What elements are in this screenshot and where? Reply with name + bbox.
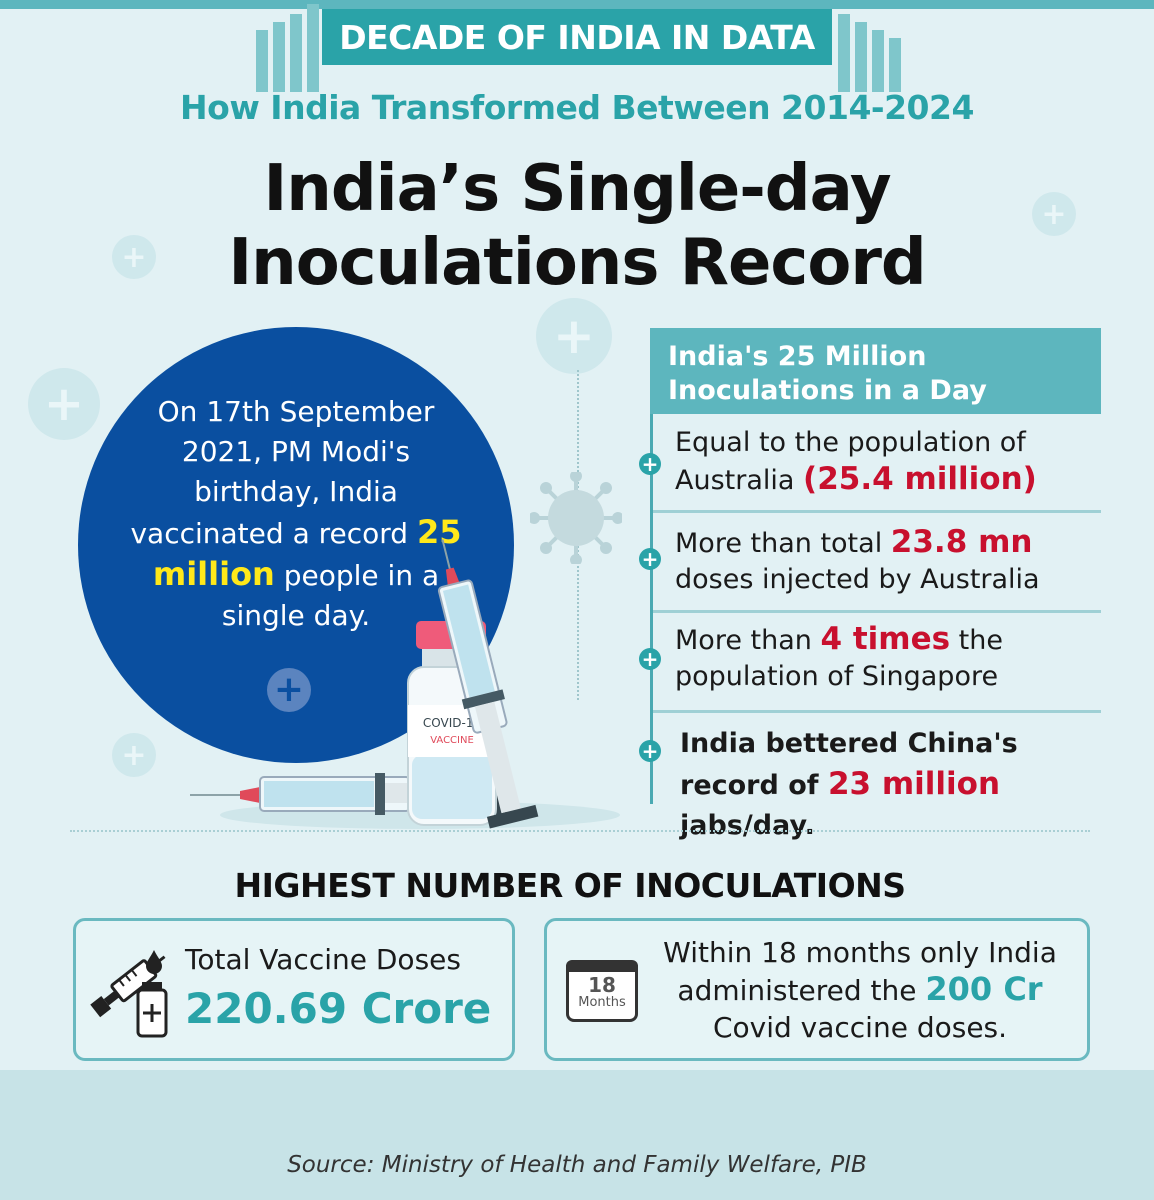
- separator: [653, 710, 1101, 713]
- fact-text: Equal to the population of Australia: [675, 427, 1026, 496]
- fact-highlight: (25.4 million): [803, 461, 1037, 497]
- subtitle: How India Transformed Between 2014-2024: [180, 88, 974, 127]
- calendar-header: [566, 960, 638, 972]
- deco-bar: [273, 22, 285, 92]
- fact-text: jabs/day.: [680, 810, 815, 841]
- fact-highlight: 23.8 mn: [890, 524, 1033, 560]
- plus-circle-icon: +: [112, 235, 156, 279]
- footer-band: [0, 1070, 1154, 1200]
- milestone-text-before: Within 18 months only India administered…: [663, 936, 1057, 1007]
- separator: [653, 510, 1101, 513]
- plus-bullet-icon: +: [639, 740, 661, 762]
- panel-timeline-line: [650, 414, 653, 804]
- plus-circle-icon: +: [267, 668, 311, 712]
- fact-text: doses injected by Australia: [675, 564, 1040, 595]
- total-doses-value: 220.69 Crore: [185, 984, 492, 1033]
- plus-circle-icon: +: [28, 368, 100, 440]
- fact-text: More than total: [675, 528, 883, 559]
- total-doses-label: Total Vaccine Doses: [185, 943, 461, 976]
- panel-heading-line-2: Inoculations in a Day: [668, 375, 987, 406]
- deco-bar: [855, 22, 867, 92]
- deco-bar: [872, 30, 884, 92]
- fact-text: More than: [675, 625, 812, 656]
- deco-bar: [256, 30, 268, 92]
- milestone-text: Within 18 months only India administered…: [650, 934, 1070, 1046]
- fact-item: More than 4 times the population of Sing…: [675, 621, 1095, 695]
- top-bar: [0, 0, 1154, 9]
- page-title: India’s Single-day Inoculations Record: [0, 152, 1154, 300]
- plus-circle-icon: +: [536, 298, 612, 374]
- vial-label-1: COVID-19: [423, 716, 481, 730]
- separator: [653, 610, 1101, 613]
- fact-highlight: 23 million: [827, 766, 1001, 802]
- milestone-highlight: 200 Cr: [925, 970, 1043, 1008]
- deco-bar: [307, 4, 319, 92]
- circle-text-before: On 17th September 2021, PM Modi's birthd…: [130, 395, 435, 550]
- vial-label-2: VACCINE: [430, 735, 474, 746]
- vaccine-illustration: COVID-19 VACCINE: [190, 539, 620, 829]
- fact-item: More than total 23.8 mn doses injected b…: [675, 524, 1095, 598]
- deco-bar: [290, 14, 302, 92]
- banner-title: DECADE OF INDIA IN DATA: [322, 9, 832, 65]
- plus-circle-icon: +: [1032, 192, 1076, 236]
- plus-bullet-icon: +: [639, 648, 661, 670]
- circle-highlight: 25 million: [152, 513, 462, 593]
- fact-highlight: 4 times: [820, 621, 951, 657]
- section-title: HIGHEST NUMBER OF INOCULATIONS: [234, 866, 906, 905]
- fact-item: Equal to the population of Australia (25…: [675, 425, 1095, 499]
- virus-icon: [530, 472, 622, 564]
- panel-heading: India's 25 Million Inoculations in a Day: [650, 328, 1101, 414]
- plus-bullet-icon: +: [639, 548, 661, 570]
- calendar-number: 18: [588, 973, 616, 997]
- plus-bullet-icon: +: [639, 453, 661, 475]
- fact-item: India bettered China's record of 23 mill…: [680, 724, 1120, 846]
- plus-circle-icon: +: [112, 733, 156, 777]
- calendar-label: Months: [578, 995, 626, 1010]
- deco-bar: [889, 38, 901, 92]
- fact-text: India bettered China's record of: [680, 728, 1018, 801]
- dotted-divider: [70, 830, 1090, 832]
- title-line-1: India’s Single-day: [263, 152, 891, 226]
- panel-heading-line-1: India's 25 Million: [668, 341, 927, 372]
- circle-text-after: people in a single day.: [221, 559, 440, 632]
- fact-text: the population of Singapore: [675, 625, 1003, 692]
- deco-bar: [838, 14, 850, 92]
- title-line-2: Inoculations Record: [228, 226, 926, 300]
- syringe-icon: [90, 950, 168, 1038]
- milestone-text-after: Covid vaccine doses.: [712, 1011, 1008, 1044]
- source-note: Source: Ministry of Health and Family We…: [287, 1152, 867, 1178]
- circle-text: On 17th September 2021, PM Modi's birthd…: [118, 392, 474, 636]
